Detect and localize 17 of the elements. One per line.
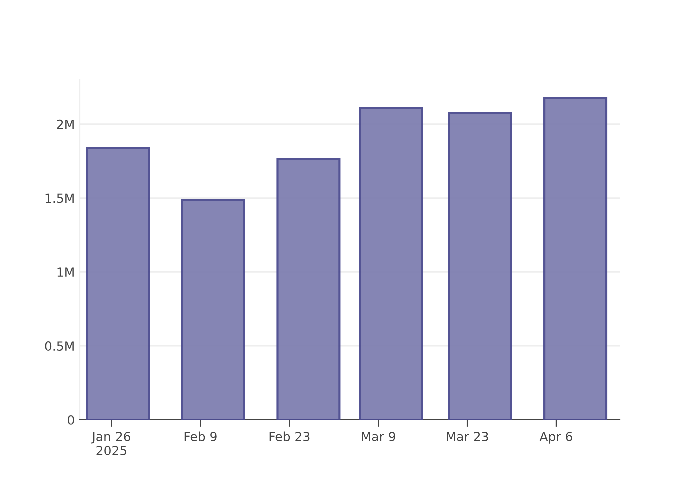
y-tick-label: 2M	[57, 120, 74, 130]
x-tick-label: Feb 23	[270, 432, 310, 442]
x-tick-label: Jan 26 2025	[92, 432, 131, 456]
y-tick-label: 1.5M	[46, 194, 74, 204]
bar	[276, 158, 341, 420]
y-tick-label: 0	[68, 415, 74, 425]
y-tick-label: 0.5M	[45, 342, 74, 352]
x-tick-label: Feb 9	[184, 432, 217, 442]
bar	[544, 97, 608, 420]
x-tick-label: Mar 9	[362, 432, 396, 442]
bar	[448, 112, 512, 420]
x-tick-label: Mar 23	[447, 432, 488, 442]
bar	[181, 199, 246, 420]
x-tick-label: Apr 6	[540, 432, 572, 444]
y-tick-label: 1M	[58, 268, 74, 277]
bar	[359, 107, 424, 420]
bar	[86, 146, 150, 420]
